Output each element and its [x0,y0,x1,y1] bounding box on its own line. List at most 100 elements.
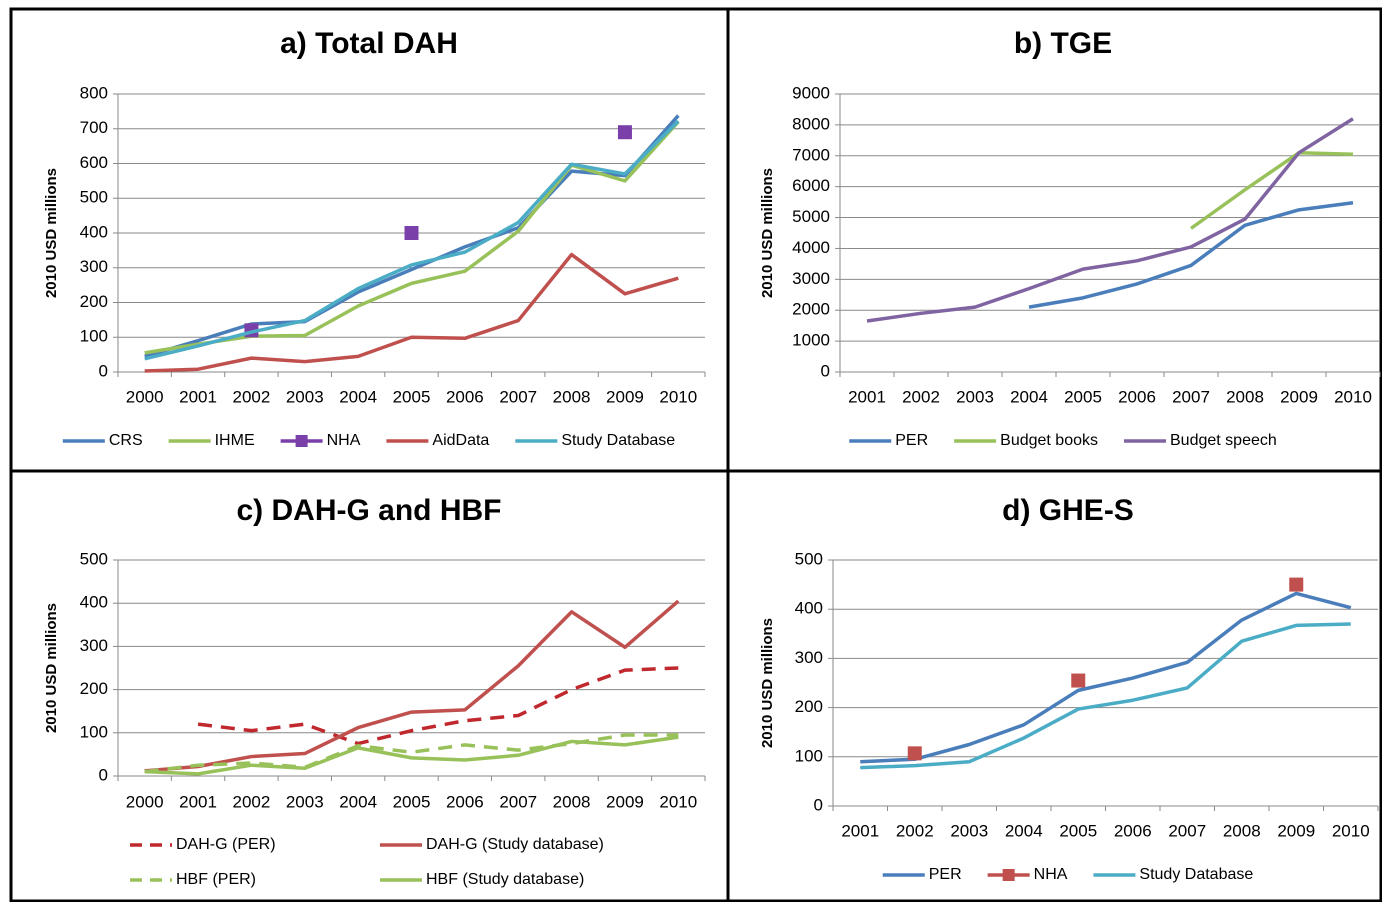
legend-label: Budget books [1000,432,1098,449]
x-tick-label: 2000 [126,792,164,811]
legend: CRS IHME NHA AidData Study Database [62,432,675,449]
line [866,117,1354,323]
x-tick-label: 2008 [553,792,591,811]
x-tick-label: 2005 [1059,821,1097,840]
y-tick-label: 200 [795,697,823,716]
x-tick-label: 2010 [1334,387,1372,406]
y-axis-title: 2010 USD millions [43,603,60,733]
y-tick-label: 0 [99,765,108,784]
legend-item: DAH-G (PER) [130,836,276,853]
line [144,119,680,361]
legend-label: IHME [215,432,255,449]
x-tick-label: 2002 [896,821,934,840]
x-tick-label: 2001 [179,792,217,811]
legend-label: HBF (Study database) [426,871,584,888]
x-tick-label: 2007 [499,792,537,811]
legend-item: IHME [168,432,255,449]
legend-item: Study Database [1093,866,1253,883]
x-tick-label: 2006 [446,387,484,406]
x-tick-label: 2006 [1118,387,1156,406]
y-axis-title: 2010 USD millions [759,618,776,748]
x-tick-label: 2008 [1223,821,1261,840]
y-tick-label: 0 [821,361,830,380]
x-tick-label: 2002 [902,387,940,406]
y-tick-label: 4000 [792,238,830,257]
legend-item: AidData [386,432,489,449]
y-tick-label: 3000 [792,269,830,288]
y-tick-label: 500 [80,549,108,568]
y-tick-label: 8000 [792,114,830,133]
legend-item: HBF (Study database) [380,871,584,888]
x-tick-label: 2001 [179,387,217,406]
legend-label: HBF (PER) [176,871,256,888]
legend-label: CRS [109,432,143,449]
y-tick-label: 200 [80,679,108,698]
chart-title: b) TGE [1014,27,1112,60]
legend-label: Study Database [1139,866,1253,883]
marker [1289,577,1304,592]
legend-item: PER [849,432,928,449]
y-tick-label: 100 [795,746,823,765]
x-tick-label: 2009 [606,792,644,811]
x-tick-label: 2003 [950,821,988,840]
line [197,666,679,746]
line [860,622,1351,770]
x-tick-label: 2001 [848,387,886,406]
x-tick-label: 2007 [1172,387,1210,406]
marker [907,746,922,761]
x-tick-label: 2005 [393,792,431,811]
y-tick-label: 300 [80,257,108,276]
y-tick-label: 300 [80,636,108,655]
x-tick-label: 2004 [339,792,377,811]
y-tick-label: 2000 [792,300,830,319]
x-tick-label: 2000 [126,387,164,406]
x-tick-label: 2006 [446,792,484,811]
y-tick-label: 1000 [792,331,830,350]
y-tick-label: 800 [80,83,108,102]
legend-item: CRS [62,432,143,449]
line [144,114,680,359]
line [144,252,679,373]
legend-item: Budget speech [1124,432,1277,449]
x-tick-label: 2010 [659,792,697,811]
x-tick-label: 2010 [659,387,697,406]
x-tick-label: 2004 [1010,387,1048,406]
y-tick-label: 0 [814,795,823,814]
chart-title: d) GHE-S [1002,494,1134,527]
marker [404,226,419,240]
legend-label: Study Database [561,432,675,449]
y-tick-label: 400 [80,222,108,241]
legend: DAH-G (PER) DAH-G (Study database) HBF (PE… [130,836,604,888]
legend-item: DAH-G (Study database) [380,836,604,853]
legend-item: NHA [280,432,361,449]
x-tick-label: 2001 [841,821,879,840]
legend-label: AidData [432,432,489,449]
marker [617,125,632,140]
x-tick-label: 2007 [1168,821,1206,840]
legend-label: PER [895,432,928,449]
line [1028,200,1354,309]
x-tick-label: 2009 [606,387,644,406]
y-tick-label: 0 [99,361,108,380]
legend: PER NHA Study Database [882,866,1253,883]
x-tick-label: 2004 [339,387,377,406]
x-tick-label: 2004 [1005,821,1043,840]
chart-title: c) DAH-G and HBF [237,494,502,527]
y-axis-title: 2010 USD millions [43,168,60,298]
x-tick-label: 2002 [232,387,270,406]
legend-label: NHA [1034,866,1068,883]
y-tick-label: 400 [80,593,108,612]
y-tick-label: 600 [80,153,108,172]
y-tick-label: 500 [795,549,823,568]
legend-item: Study Database [515,432,675,449]
x-tick-label: 2003 [956,387,994,406]
legend-label: DAH-G (PER) [176,836,276,853]
marker [1071,673,1086,688]
line [144,120,680,355]
line [1189,150,1354,230]
legend-item: Budget books [954,432,1098,449]
outer-border [9,7,1382,902]
x-tick-label: 2002 [232,792,270,811]
x-tick-label: 2005 [1064,387,1102,406]
